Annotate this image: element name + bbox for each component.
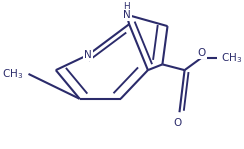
Text: N: N — [123, 10, 131, 20]
Text: O: O — [197, 48, 206, 58]
Text: CH$_3$: CH$_3$ — [221, 51, 242, 65]
Text: O: O — [173, 118, 182, 128]
Text: N: N — [84, 50, 92, 60]
Text: H: H — [123, 2, 130, 11]
Text: CH$_3$: CH$_3$ — [2, 67, 23, 81]
